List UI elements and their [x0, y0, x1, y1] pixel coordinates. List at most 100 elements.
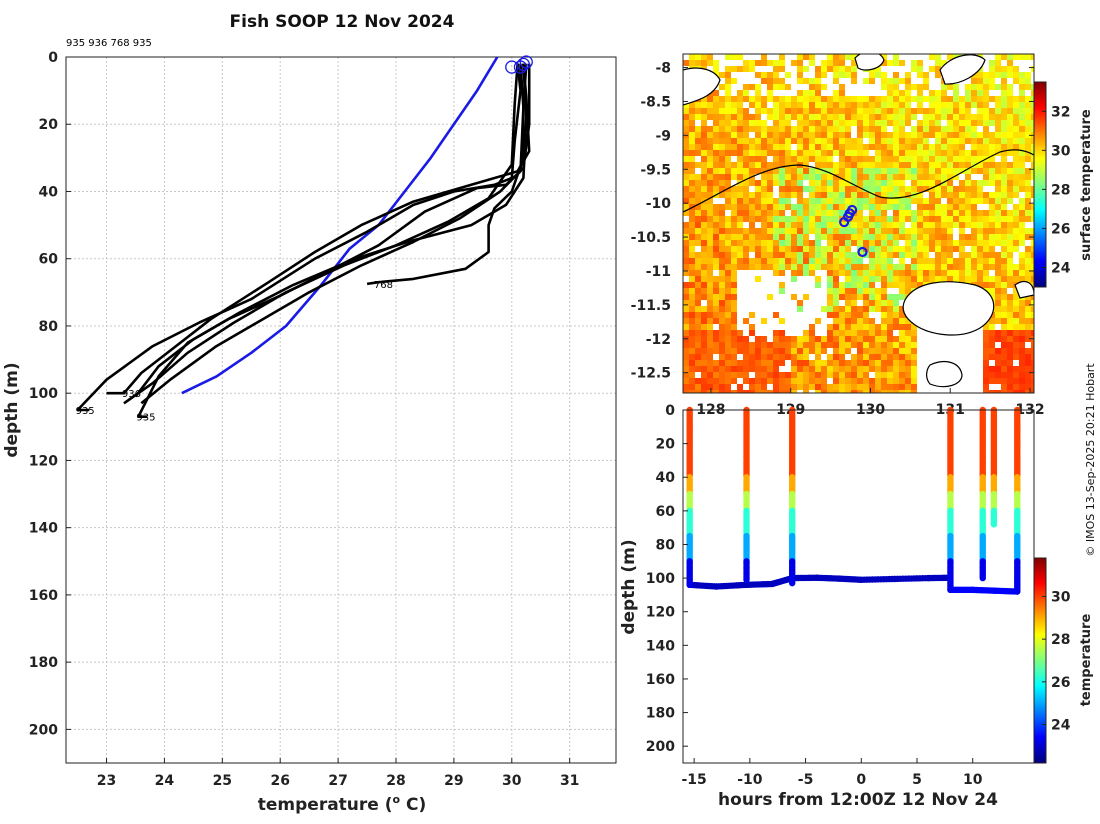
sst-cell: [1031, 270, 1034, 276]
sst-cell: [959, 126, 965, 132]
sst-cell: [971, 330, 977, 336]
colorbar-segment: [1034, 261, 1046, 263]
sst-cell: [803, 168, 809, 174]
sst-cell: [911, 186, 917, 192]
sst-cell: [749, 378, 755, 384]
colorbar-segment: [1034, 578, 1046, 580]
sst-cell: [797, 108, 803, 114]
sst-cell: [923, 108, 929, 114]
sst-cell: [863, 234, 869, 240]
sst-cell: [737, 282, 743, 288]
sst-cell: [839, 360, 845, 366]
sst-cell: [737, 384, 743, 390]
sst-cell: [875, 252, 881, 258]
sst-cell: [959, 210, 965, 216]
sst-cell: [899, 174, 905, 180]
sst-cell: [809, 384, 815, 390]
sst-cell: [929, 252, 935, 258]
sst-cell: [803, 246, 809, 252]
sst-cell: [1001, 258, 1007, 264]
sst-cell: [743, 96, 749, 102]
sst-cell: [827, 174, 833, 180]
sst-cell: [851, 78, 857, 84]
credit-text: © IMOS 13-Sep-2025 20:21 Hobart: [1084, 363, 1097, 557]
sst-cell: [731, 264, 737, 270]
sst-cell: [689, 318, 695, 324]
colorbar-segment: [1034, 592, 1046, 594]
sst-cell: [1019, 330, 1025, 336]
sst-cell: [821, 174, 827, 180]
sst-cell: [857, 114, 863, 120]
sst-cell: [1025, 156, 1031, 162]
sst-cell: [761, 264, 767, 270]
sst-cell: [875, 264, 881, 270]
sst-cell: [953, 120, 959, 126]
colorbar-segment: [1034, 644, 1046, 646]
colorbar-segment: [1034, 587, 1046, 589]
colorbar-segment: [1034, 237, 1046, 239]
colorbar-segment: [1034, 97, 1046, 99]
sst-cell: [707, 354, 713, 360]
sst-cell: [857, 84, 863, 90]
sst-cell: [863, 276, 869, 282]
sst-cell: [761, 54, 767, 60]
sst-cell: [827, 270, 833, 276]
colorbar-segment: [1034, 742, 1046, 744]
sst-cell: [905, 390, 911, 393]
sst-cell: [821, 336, 827, 342]
sst-cell: [839, 366, 845, 372]
sst-cell: [701, 246, 707, 252]
sst-cell: [1007, 66, 1013, 72]
sst-cell: [905, 252, 911, 258]
sst-cell: [881, 270, 887, 276]
sst-cell: [809, 324, 815, 330]
sst-cell: [689, 294, 695, 300]
sst-cell: [905, 162, 911, 168]
sst-cell: [935, 90, 941, 96]
sst-cell: [797, 222, 803, 228]
sst-cell: [1025, 126, 1031, 132]
y-tick-label: 80: [39, 319, 59, 335]
sst-cell: [833, 258, 839, 264]
sst-cell: [959, 204, 965, 210]
sst-cell: [893, 342, 899, 348]
sst-cell: [953, 150, 959, 156]
sst-cell: [953, 186, 959, 192]
sst-cell: [983, 234, 989, 240]
sst-cell: [779, 72, 785, 78]
sst-cell: [833, 150, 839, 156]
colorbar-segment: [1034, 248, 1046, 250]
colorbar-segment: [1034, 183, 1046, 185]
sst-cell: [683, 324, 689, 330]
colorbar-segment: [1034, 246, 1046, 248]
sst-cell: [893, 60, 899, 66]
sst-cell: [875, 240, 881, 246]
sst-cell: [779, 282, 785, 288]
sst-cell: [815, 198, 821, 204]
sst-cell: [707, 258, 713, 264]
sst-cell: [845, 228, 851, 234]
sst-cell: [953, 210, 959, 216]
sst-cell: [881, 306, 887, 312]
colorbar-segment: [1034, 269, 1046, 271]
sst-cell: [995, 120, 1001, 126]
sst-cell: [791, 348, 797, 354]
sst-cell: [725, 282, 731, 288]
sst-cell: [1001, 300, 1007, 306]
sst-cell: [869, 84, 875, 90]
sst-cell: [815, 270, 821, 276]
sst-cell: [875, 276, 881, 282]
sst-cell: [827, 150, 833, 156]
colorbar-segment: [1034, 741, 1046, 743]
sst-cell: [767, 294, 773, 300]
sst-cell: [983, 372, 989, 378]
colorbar-segment: [1034, 615, 1046, 617]
sst-cell: [821, 96, 827, 102]
sst-cell: [1001, 294, 1007, 300]
sst-cell: [743, 132, 749, 138]
colorbar-segment: [1034, 207, 1046, 209]
sst-cell: [875, 216, 881, 222]
sst-cell: [881, 162, 887, 168]
sst-cell: [827, 384, 833, 390]
sst-cell: [755, 390, 761, 393]
